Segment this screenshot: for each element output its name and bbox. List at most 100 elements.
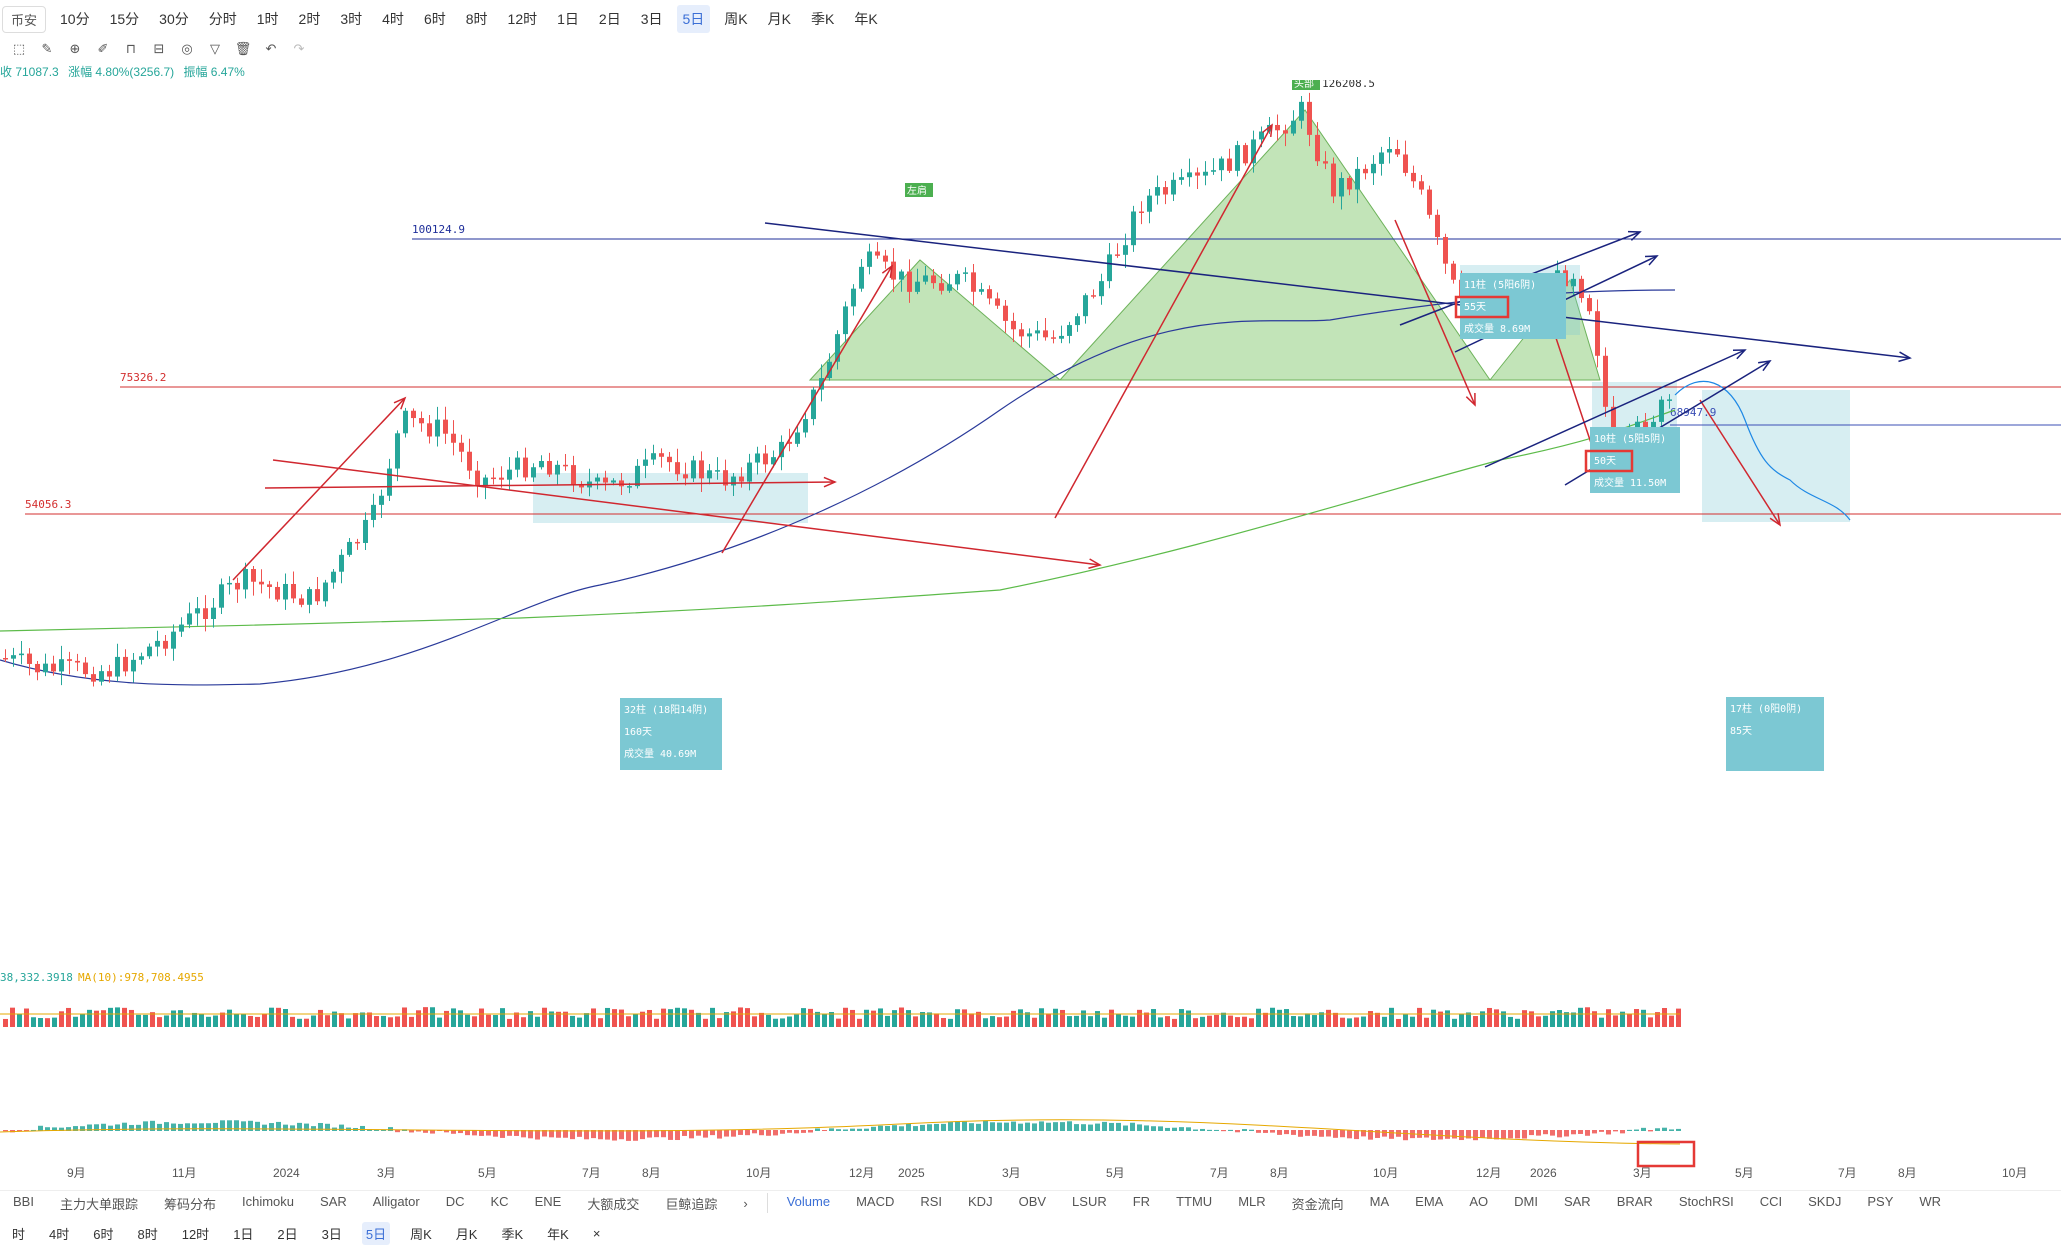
indicator-tab-right-12[interactable]: AO [1469, 1193, 1489, 1209]
indicator-tab-right-10[interactable]: MA [1369, 1193, 1390, 1209]
bottom-timeframe-9[interactable]: 周K [410, 1226, 432, 1242]
rise-arrow-1-head [393, 396, 407, 410]
magnet-icon[interactable]: ◎ [181, 41, 193, 56]
macd-bar [647, 1130, 652, 1138]
macd-bar [465, 1130, 470, 1136]
info-box-0-line-1: 160天 [624, 727, 652, 738]
timeframe-14[interactable]: 5日 [676, 5, 711, 33]
timeframe-6[interactable]: 3时 [340, 11, 363, 27]
timeframe-16[interactable]: 月K [767, 11, 791, 27]
timeframe-15[interactable]: 周K [724, 11, 748, 27]
macd-bar [1515, 1130, 1520, 1139]
bottom-timeframe-13[interactable]: × [592, 1225, 601, 1241]
timeframe-12[interactable]: 2日 [598, 11, 621, 27]
exchange-selector[interactable]: 币安 [2, 5, 47, 33]
bottom-timeframe-10[interactable]: 月K [455, 1226, 478, 1242]
cursor-icon[interactable]: ⬚ [12, 41, 26, 56]
timeframe-10[interactable]: 12时 [507, 11, 538, 27]
layers-icon[interactable]: ⊟ [153, 41, 165, 56]
trash-icon[interactable]: 🗑 [234, 41, 252, 56]
timeframe-0[interactable]: 10分 [60, 11, 90, 27]
indicator-tab-left-9[interactable]: 大额成交 [587, 1196, 640, 1212]
timeframe-18[interactable]: 年K [854, 11, 878, 27]
indicator-tab-right-20[interactable]: WR [1919, 1193, 1942, 1209]
more-indicators-icon[interactable]: › [743, 1195, 748, 1211]
indicator-tab-right-8[interactable]: MLR [1238, 1193, 1266, 1209]
bottom-timeframe-2[interactable]: 6时 [93, 1226, 114, 1242]
indicator-tab-right-2[interactable]: RSI [920, 1193, 943, 1209]
timeframe-2[interactable]: 30分 [159, 11, 189, 27]
macd-bar [1074, 1124, 1079, 1131]
left-shoulder-label: 左肩 [907, 184, 927, 197]
indicator-tab-left-6[interactable]: DC [445, 1193, 465, 1209]
timeframe-17[interactable]: 季K [810, 11, 835, 27]
indicator-tab-right-16[interactable]: StochRSI [1678, 1193, 1734, 1209]
indicator-tab-right-19[interactable]: PSY [1867, 1193, 1894, 1209]
bottom-timeframe-7[interactable]: 3日 [321, 1226, 342, 1242]
timeframe-4[interactable]: 1时 [256, 11, 279, 27]
indicator-tab-left-3[interactable]: Ichimoku [242, 1193, 295, 1209]
timeframe-8[interactable]: 6时 [423, 11, 446, 27]
brush-icon[interactable]: ✐ [97, 41, 109, 56]
macd-bar [822, 1130, 827, 1132]
indicator-tab-left-2[interactable]: 筹码分布 [163, 1196, 216, 1212]
indicator-tab-right-14[interactable]: SAR [1563, 1193, 1591, 1209]
indicator-tab-left-5[interactable]: Alligator [372, 1193, 420, 1209]
bottom-timeframe-6[interactable]: 2日 [277, 1226, 298, 1242]
undo-icon[interactable]: ↶ [265, 41, 277, 56]
macd-bar [1298, 1130, 1303, 1137]
timeframe-11[interactable]: 1日 [557, 11, 579, 27]
price-chart[interactable]: 100124.9 75326.2 54056.3 68947.9 左肩 头部 126208.… [0, 80, 2061, 1190]
indicator-tab-left-0[interactable]: BBI [13, 1193, 34, 1209]
pencil-icon[interactable]: ✎ [41, 41, 53, 56]
indicator-tab-right-4[interactable]: OBV [1018, 1193, 1047, 1209]
indicator-tab-right-11[interactable]: EMA [1415, 1193, 1444, 1209]
timeframe-7[interactable]: 4时 [382, 11, 404, 27]
bottom-timeframe-5[interactable]: 1日 [233, 1226, 254, 1242]
macd-bar [829, 1128, 834, 1131]
head-shape [1058, 109, 1491, 381]
timeframe-5[interactable]: 2时 [298, 11, 321, 27]
timeframe-9[interactable]: 8时 [465, 11, 488, 27]
volume-bar [339, 1013, 344, 1027]
indicator-tab-right-3[interactable]: KDJ [968, 1193, 993, 1209]
indicator-tab-right-7[interactable]: TTMU [1176, 1193, 1213, 1209]
bottom-timeframe-1[interactable]: 4时 [49, 1226, 70, 1242]
bottom-timeframe-8[interactable]: 5日 [361, 1221, 391, 1245]
indicator-tab-right-15[interactable]: BRAR [1616, 1193, 1653, 1209]
lock-icon[interactable]: ⊓ [125, 41, 137, 56]
redo-icon[interactable]: ↷ [293, 41, 305, 56]
bottom-timeframe-11[interactable]: 季K [501, 1226, 524, 1242]
timeframe-3[interactable]: 分时 [208, 11, 237, 27]
candle-body [971, 272, 976, 292]
candle-body [1019, 329, 1024, 337]
indicator-tab-left-4[interactable]: SAR [320, 1193, 347, 1209]
zoom-icon[interactable]: ⊕ [69, 41, 81, 56]
indicator-tab-right-1[interactable]: MACD [856, 1193, 895, 1209]
bottom-timeframe-3[interactable]: 8时 [137, 1226, 158, 1242]
indicator-tab-left-10[interactable]: 巨鲸追踪 [665, 1196, 718, 1212]
volume-bar [1592, 1011, 1597, 1027]
bottom-timeframe-0[interactable]: 时 [12, 1226, 26, 1242]
timeframe-1[interactable]: 15分 [109, 11, 140, 27]
indicator-tab-right-9[interactable]: 资金流向 [1291, 1196, 1344, 1212]
volume-bar [1228, 1015, 1233, 1027]
bottom-timeframe-4[interactable]: 12时 [181, 1226, 210, 1242]
indicator-tab-left-7[interactable]: KC [490, 1193, 509, 1209]
indicator-tab-right-0[interactable]: Volume [786, 1193, 831, 1209]
filter-icon[interactable]: ▽ [210, 41, 220, 56]
timeframe-13[interactable]: 3日 [640, 11, 663, 27]
indicator-tab-right-13[interactable]: DMI [1514, 1193, 1538, 1209]
indicator-tab-right-5[interactable]: LSUR [1072, 1193, 1107, 1209]
macd-bar [241, 1121, 246, 1131]
timeframe-list: 10分 15分 30分 分时 1时 2时 3时 4时 6时 8时 12时 1日 2日 3日 5日 周K 月K 季K… [46, 5, 884, 33]
indicator-tab-right-18[interactable]: SKDJ [1808, 1193, 1842, 1209]
macd-bar [143, 1121, 148, 1131]
indicator-tab-left-1[interactable]: 主力大单跟踪 [59, 1196, 138, 1212]
candles [3, 92, 1672, 687]
bottom-timeframe-12[interactable]: 年K [547, 1226, 569, 1242]
candle-body [1155, 187, 1160, 196]
indicator-tab-left-8[interactable]: ENE [534, 1193, 562, 1209]
indicator-tab-right-17[interactable]: CCI [1759, 1193, 1783, 1209]
indicator-tab-right-6[interactable]: FR [1132, 1193, 1151, 1209]
